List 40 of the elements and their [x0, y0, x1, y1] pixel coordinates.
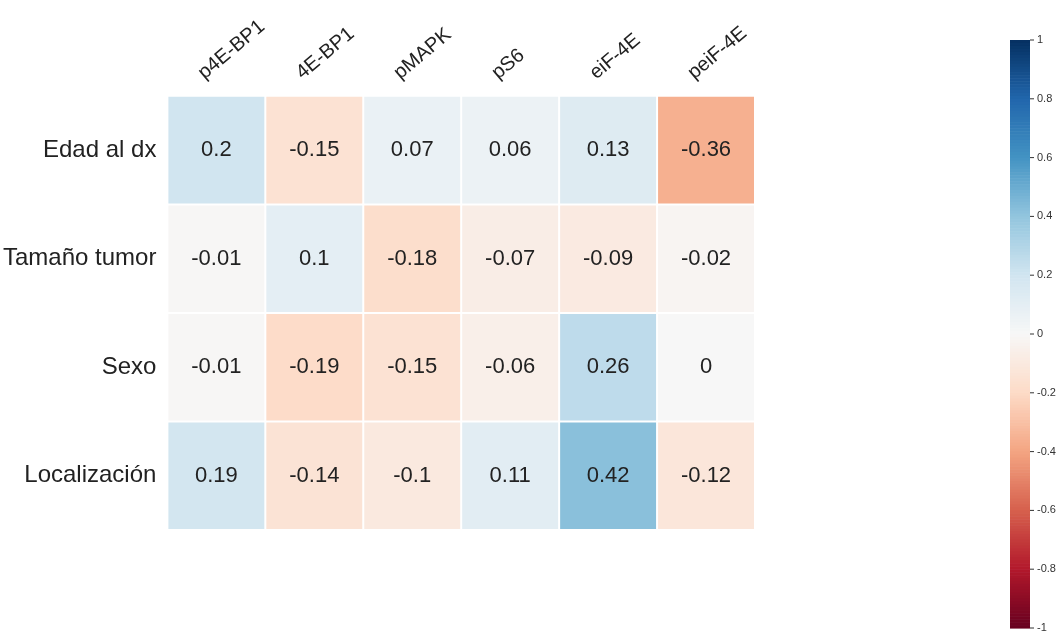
data-label: -0.01: [191, 244, 242, 270]
color-bar-label: -1: [1037, 621, 1047, 634]
color-bar-label: -0.6: [1037, 503, 1056, 516]
data-label: 0.1: [299, 244, 330, 270]
data-label: -0.06: [485, 353, 536, 379]
data-label: 0.42: [586, 461, 630, 487]
color-bar-label: 0.8: [1037, 91, 1053, 104]
data-label: -0.14: [289, 461, 340, 487]
color-bar-label: -0.2: [1037, 385, 1056, 398]
y-tick-label: Tamaño tumor: [2, 243, 157, 271]
data-label: 0.13: [586, 136, 630, 162]
data-label: -0.1: [393, 461, 432, 487]
data-label: -0.36: [680, 136, 732, 162]
data-label: -0.15: [289, 136, 340, 162]
color-bar-label: 1: [1037, 33, 1044, 46]
data-label: -0.15: [387, 353, 438, 379]
data-label: 0.19: [194, 461, 238, 487]
data-label: -0.09: [583, 244, 634, 270]
data-label: -0.02: [680, 244, 732, 270]
data-label: -0.12: [680, 461, 732, 487]
y-tick-label: Localización: [24, 460, 157, 488]
data-label: 0.11: [489, 461, 531, 487]
color-bar-label: 0: [1037, 327, 1044, 340]
data-label: -0.01: [191, 353, 242, 379]
color-bar-label: 0.6: [1037, 150, 1053, 163]
data-label: 0.2: [201, 136, 232, 162]
y-tick-label: Edad al dx: [42, 134, 157, 162]
data-label: -0.18: [387, 244, 438, 270]
data-label: 0.06: [488, 136, 532, 162]
color-bar-label: -0.8: [1037, 562, 1056, 575]
color-bar-label: 0.4: [1037, 209, 1053, 222]
color-bar-label: -0.4: [1037, 444, 1056, 457]
data-label: -0.07: [485, 244, 536, 270]
x-tick-label: pS6: [486, 43, 529, 83]
y-tick-label: Sexo: [101, 351, 157, 379]
data-label: -0.19: [289, 353, 340, 379]
data-label: 0.07: [390, 136, 434, 162]
data-label: 0: [699, 353, 713, 379]
data-label: 0.26: [586, 353, 630, 379]
color-bar-label: 0.2: [1037, 268, 1053, 281]
